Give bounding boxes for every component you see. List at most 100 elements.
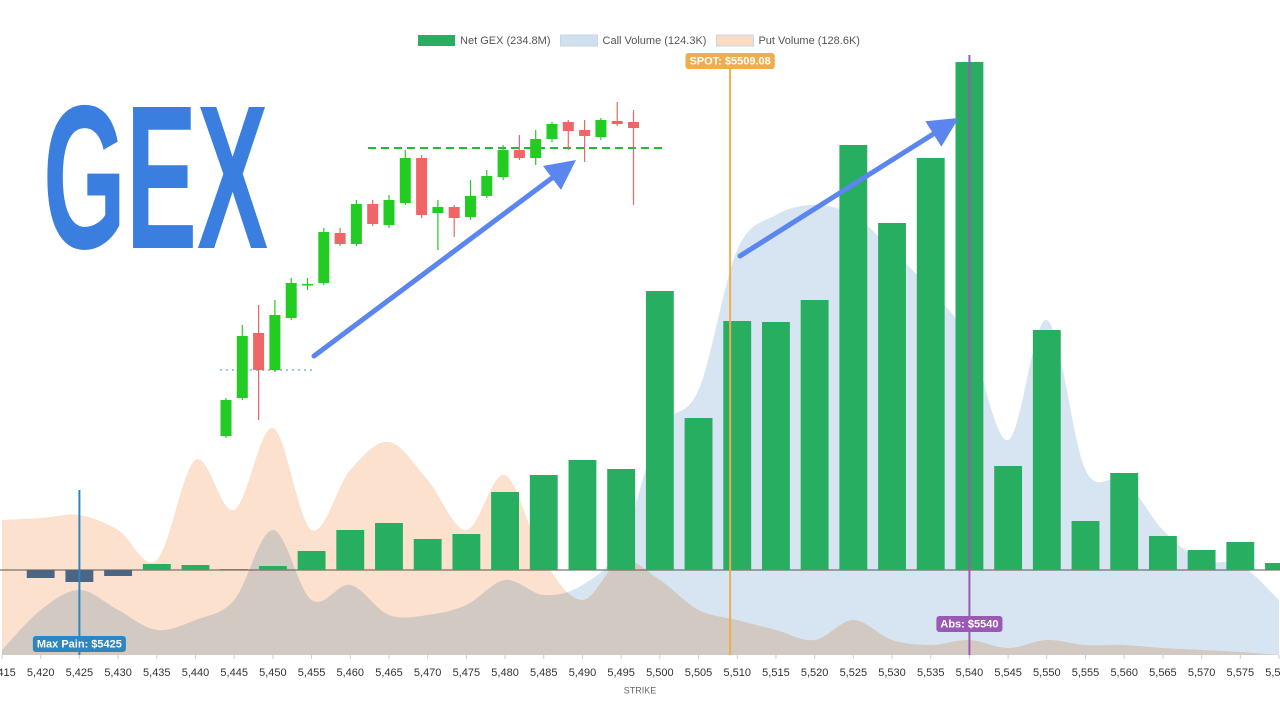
gex-bar xyxy=(1265,563,1280,570)
legend-swatch xyxy=(418,35,456,46)
gex-bar xyxy=(762,322,790,570)
x-tick-label: 5,530 xyxy=(878,667,906,679)
gex-bar xyxy=(220,569,249,570)
candle-body xyxy=(530,139,542,158)
gex-bar xyxy=(1148,536,1177,570)
gex-bar xyxy=(607,469,636,570)
arrow xyxy=(311,160,577,359)
gex-bar xyxy=(375,523,403,570)
volume-area xyxy=(2,427,1279,655)
candle-body xyxy=(497,150,509,177)
x-tick-label: 5,495 xyxy=(607,667,635,679)
gex-bar xyxy=(800,300,829,570)
annotations: SPOT: $5509.08 Max Pain: $5425 Abs: $5540 xyxy=(32,53,1003,655)
annotation-label: Max Pain: $5425 xyxy=(37,638,122,650)
x-tick-label: 5,490 xyxy=(569,667,597,679)
x-tick-label: 5,580 xyxy=(1265,667,1280,679)
x-tick-label: 5,555 xyxy=(1072,667,1100,679)
gex-bar xyxy=(258,566,287,570)
candle-body xyxy=(432,207,444,213)
candle-body xyxy=(236,336,248,398)
x-tick-label: 5,455 xyxy=(298,667,326,679)
x-tick-label: 5,565 xyxy=(1149,667,1177,679)
gex-bar xyxy=(181,565,210,570)
arrows xyxy=(311,117,959,359)
gex-bar xyxy=(994,466,1023,570)
x-tick-label: 5,450 xyxy=(259,667,287,679)
x-tick-label: 5,500 xyxy=(646,667,674,679)
gex-bar xyxy=(878,223,906,570)
x-axis-label: STRIKE xyxy=(624,685,657,695)
gex-bar xyxy=(1110,473,1139,570)
gex-bar xyxy=(142,564,171,570)
candle-body xyxy=(562,122,574,131)
candle-body xyxy=(416,158,428,215)
legend-swatch xyxy=(715,34,754,47)
axis: 5,415 5,420 5,425 5,430 5,435 5,440 5,445 5,450… xyxy=(0,569,1280,679)
candle-body xyxy=(269,315,281,370)
x-tick-label: 5,420 xyxy=(27,667,55,679)
x-tick-label: 5,525 xyxy=(840,667,868,679)
gex-bar xyxy=(1187,550,1216,570)
candle-body xyxy=(448,207,460,218)
gex-bar xyxy=(491,492,519,570)
x-tick-label: 5,440 xyxy=(182,667,210,679)
annotation-badge xyxy=(685,53,775,69)
x-tick-label: 5,460 xyxy=(337,667,365,679)
candle-body xyxy=(579,130,591,136)
x-tick-label: 5,430 xyxy=(104,667,132,679)
x-tick-label: 5,570 xyxy=(1188,667,1216,679)
annotation-badge xyxy=(32,636,126,652)
candle-body xyxy=(383,200,395,225)
x-tick-label: 5,515 xyxy=(762,667,790,679)
x-tick-label: 5,445 xyxy=(220,667,248,679)
candle-body xyxy=(481,176,493,196)
x-tick-label: 5,545 xyxy=(994,667,1022,679)
x-tick-label: 5,470 xyxy=(414,667,442,679)
candle-body xyxy=(334,233,346,244)
gex-bar xyxy=(336,530,365,570)
gex-bar xyxy=(568,460,597,570)
candle-body xyxy=(628,122,639,128)
gex-bar xyxy=(916,158,945,570)
legend: Net GEX (234.8M) Call Volume (124.3K) Put … xyxy=(418,34,860,47)
candle-body xyxy=(350,204,362,244)
x-tick-label: 5,505 xyxy=(685,667,713,679)
x-tick-label: 5,510 xyxy=(723,667,751,679)
gex-bar xyxy=(839,145,868,570)
candle-body xyxy=(302,284,313,286)
candle-body xyxy=(513,150,525,158)
x-tick-label: 5,435 xyxy=(143,667,171,679)
x-tick-label: 5,575 xyxy=(1227,667,1255,679)
x-tick-label: 5,475 xyxy=(453,667,481,679)
annotation-badge xyxy=(936,616,1003,632)
gex-bar xyxy=(723,321,752,570)
annotation-label: SPOT: $5509.08 xyxy=(689,55,770,67)
x-tick-label: 5,425 xyxy=(66,667,94,679)
legend-label: Put Volume (128.6K) xyxy=(758,35,860,47)
candle-body xyxy=(318,232,330,283)
x-tick-label: 5,465 xyxy=(375,667,403,679)
gex-bar xyxy=(684,418,713,570)
x-tick-label: 5,485 xyxy=(530,667,558,679)
gex-bar xyxy=(1226,542,1255,570)
gex-bar xyxy=(452,534,481,570)
x-tick-label: 5,480 xyxy=(491,667,519,679)
candle-body xyxy=(220,400,232,436)
x-tick-label: 5,535 xyxy=(917,667,945,679)
x-tick-label: 5,540 xyxy=(956,667,984,679)
candle-body xyxy=(253,333,265,370)
legend-label: Net GEX (234.8M) xyxy=(460,35,550,47)
candle-body xyxy=(595,120,607,137)
candle-body xyxy=(611,121,623,124)
candle-body xyxy=(399,158,411,203)
candle-body xyxy=(367,204,379,224)
gex-bar xyxy=(529,475,558,570)
overlay-title: GEX xyxy=(43,62,268,292)
annotation-label: Abs: $5540 xyxy=(940,618,998,630)
candle-body xyxy=(465,196,476,217)
gex-bars xyxy=(26,62,1280,582)
gex-bar xyxy=(413,539,442,570)
